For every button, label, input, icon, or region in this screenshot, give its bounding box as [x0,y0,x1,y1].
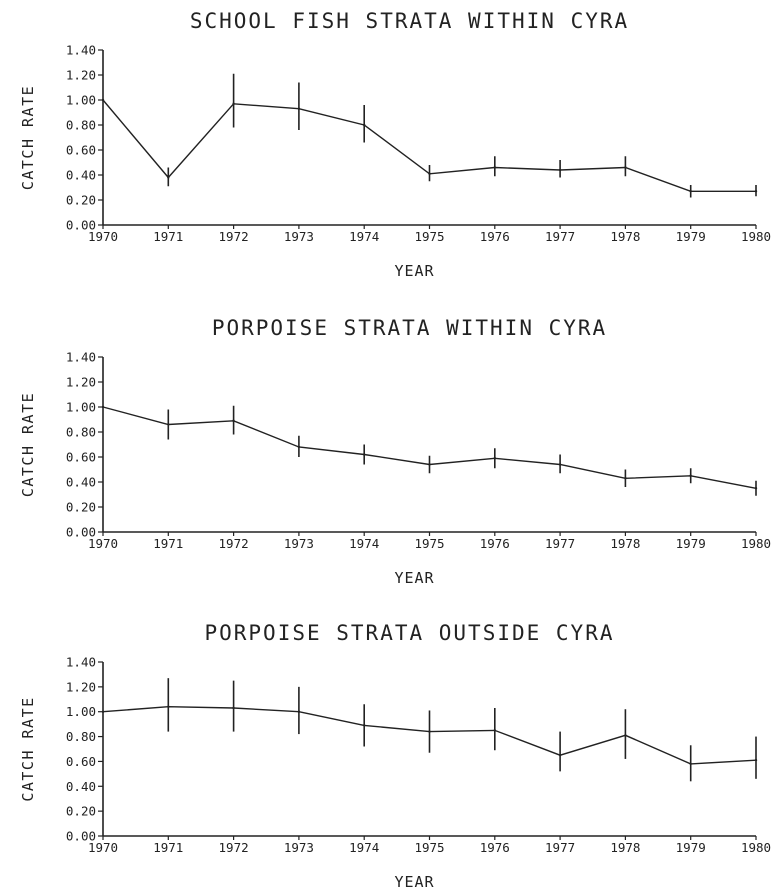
x-tick-label: 1975 [414,536,444,551]
y-tick-label: 0.20 [66,804,96,819]
y-tick-label: 1.40 [66,43,96,58]
x-axis-label: YEAR [394,569,434,587]
x-tick-label: 1976 [480,536,510,551]
x-tick-label: 1975 [414,229,444,244]
chart-panel-2: PORPOISE STRATA WITHIN CYRA CATCH RATE YEA… [19,316,771,587]
x-tick-label: 1980 [741,840,771,855]
y-tick-label: 0.80 [66,118,96,133]
y-tick-label: 0.40 [66,779,96,794]
y-tick-label: 0.00 [66,525,96,540]
y-axis-label: CATCH RATE [19,392,37,497]
x-tick-label: 1971 [153,536,183,551]
x-tick-label: 1972 [219,229,249,244]
chart-panel-3: PORPOISE STRATA OUTSIDE CYRA CATCH RATE YE… [19,621,771,889]
x-tick-label: 1970 [88,536,118,551]
series-line [102,406,757,489]
x-tick-label: 1973 [284,536,314,551]
x-axis-label: YEAR [394,262,434,280]
y-tick-label: 0.80 [66,425,96,440]
x-tick-label: 1970 [88,229,118,244]
data-point [101,98,105,102]
x-tick-label: 1976 [480,229,510,244]
y-axis-label: CATCH RATE [19,85,37,190]
y-tick-label: 1.40 [66,350,96,365]
x-tick-label: 1979 [676,840,706,855]
x-tick-label: 1971 [153,840,183,855]
chart-panel-1: SCHOOL FISH STRATA WITHIN CYRA CATCH RATE… [19,9,771,280]
y-tick-label: 0.40 [66,475,96,490]
y-tick-label: 0.00 [66,829,96,844]
x-tick-label: 1974 [349,536,379,551]
y-tick-label: 1.20 [66,679,96,694]
x-tick-label: 1974 [349,840,379,855]
x-tick-label: 1971 [153,229,183,244]
chart-title: SCHOOL FISH STRATA WITHIN CYRA [190,9,629,33]
x-tick-label: 1972 [219,840,249,855]
data-point [101,405,105,409]
y-tick-label: 1.00 [66,704,96,719]
x-tick-label: 1976 [480,840,510,855]
y-tick-label: 0.60 [66,754,96,769]
x-tick-label: 1979 [676,536,706,551]
y-tick-label: 0.60 [66,450,96,465]
y-tick-label: 0.20 [66,500,96,515]
y-tick-label: 1.40 [66,655,96,670]
data-point [101,710,105,713]
y-tick-label: 0.20 [66,193,96,208]
x-tick-label: 1978 [610,840,640,855]
chart-title: PORPOISE STRATA WITHIN CYRA [212,316,607,340]
x-tick-label: 1980 [741,229,771,244]
x-tick-label: 1970 [88,840,118,855]
x-tick-label: 1977 [545,536,575,551]
x-tick-label: 1972 [219,536,249,551]
chart-title: PORPOISE STRATA OUTSIDE CYRA [204,621,614,645]
y-tick-label: 1.00 [66,93,96,108]
y-tick-label: 1.00 [66,400,96,415]
y-tick-label: 1.20 [66,68,96,83]
x-tick-label: 1980 [741,536,771,551]
x-tick-label: 1977 [545,229,575,244]
y-tick-label: 1.20 [66,375,96,390]
x-tick-label: 1975 [414,840,444,855]
x-axis-label: YEAR [394,873,434,889]
x-tick-label: 1973 [284,840,314,855]
y-tick-label: 0.00 [66,218,96,233]
y-tick-label: 0.80 [66,729,96,744]
x-tick-label: 1977 [545,840,575,855]
y-axis-label: CATCH RATE [19,696,37,801]
y-tick-label: 0.60 [66,143,96,158]
y-tick-label: 0.40 [66,168,96,183]
x-tick-label: 1973 [284,229,314,244]
x-tick-label: 1974 [349,229,379,244]
x-tick-label: 1979 [676,229,706,244]
x-tick-label: 1978 [610,536,640,551]
x-tick-label: 1978 [610,229,640,244]
